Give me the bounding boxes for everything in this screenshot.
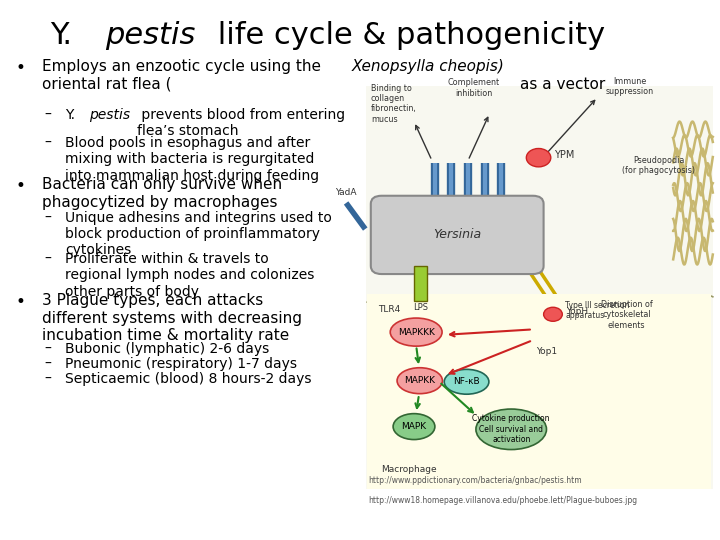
Text: Yersinia: Yersinia xyxy=(433,228,481,241)
Text: LPS: LPS xyxy=(413,302,428,312)
Text: –: – xyxy=(45,108,52,122)
Text: •: • xyxy=(16,178,26,195)
Text: Immune
suppression: Immune suppression xyxy=(606,77,654,96)
Text: prevents blood from entering
flea’s stomach: prevents blood from entering flea’s stom… xyxy=(138,108,346,138)
Text: Employs an enzootic cycle using the
oriental rat flea (: Employs an enzootic cycle using the orie… xyxy=(42,59,321,92)
Text: Blood pools in esophagus and after
mixing with bacteria is regurgitated
into mam: Blood pools in esophagus and after mixin… xyxy=(65,136,319,183)
Text: YadA: YadA xyxy=(335,188,356,197)
Text: Unique adhesins and integrins used to
block production of proinflammatory
cytoki: Unique adhesins and integrins used to bl… xyxy=(65,211,332,258)
Text: Pseudopodia
(for phagocytosis): Pseudopodia (for phagocytosis) xyxy=(622,156,696,175)
Text: Bubonic (lymphatic) 2-6 days: Bubonic (lymphatic) 2-6 days xyxy=(65,342,269,356)
Text: Type III secretion
apparatus: Type III secretion apparatus xyxy=(565,301,629,320)
Text: Y.: Y. xyxy=(50,21,82,50)
Text: Complement
inhibition: Complement inhibition xyxy=(448,78,500,98)
Text: •: • xyxy=(16,59,26,77)
Text: YPM: YPM xyxy=(554,150,575,160)
Text: 3 Plague types, each attacks
different systems with decreasing
incubation time &: 3 Plague types, each attacks different s… xyxy=(42,293,302,343)
Text: MAPK: MAPK xyxy=(402,422,426,431)
Text: pestis: pestis xyxy=(105,21,196,50)
Text: TLR4: TLR4 xyxy=(378,305,400,314)
Text: life cycle & pathogenicity: life cycle & pathogenicity xyxy=(208,21,605,50)
Text: Disruption of
cytoskeletal
elements: Disruption of cytoskeletal elements xyxy=(600,300,652,329)
Text: http://www18.homepage.villanova.edu/phoebe.lett/Plague-buboes.jpg: http://www18.homepage.villanova.edu/phoe… xyxy=(369,496,638,505)
Text: Macrophage: Macrophage xyxy=(381,465,437,474)
Text: Binding to
collagen
fibronectin,
mucus: Binding to collagen fibronectin, mucus xyxy=(371,84,417,124)
Text: –: – xyxy=(45,252,52,266)
Text: MAPKKK: MAPKKK xyxy=(397,328,435,336)
Text: YopH: YopH xyxy=(566,307,588,316)
Text: MAPKK: MAPKK xyxy=(404,376,436,385)
Text: Xenopsylla cheopis): Xenopsylla cheopis) xyxy=(352,59,505,75)
Text: Cytokine production
Cell survival and
activation: Cytokine production Cell survival and ac… xyxy=(472,414,550,444)
Text: pestis: pestis xyxy=(89,108,130,122)
Text: –: – xyxy=(45,136,52,150)
Text: http://www.ppdictionary.com/bacteria/gnbac/pestis.htm: http://www.ppdictionary.com/bacteria/gnb… xyxy=(369,476,582,485)
Text: –: – xyxy=(45,211,52,225)
Text: Septicaemic (blood) 8 hours-2 days: Septicaemic (blood) 8 hours-2 days xyxy=(65,372,311,386)
Text: Bacteria can only survive when
phagocytized by macrophages: Bacteria can only survive when phagocyti… xyxy=(42,178,282,210)
Text: NF-κB: NF-κB xyxy=(454,377,480,386)
Text: –: – xyxy=(45,357,52,371)
Text: •: • xyxy=(16,293,26,312)
Text: Yop1: Yop1 xyxy=(536,347,557,355)
Text: as a vector: as a vector xyxy=(521,59,606,92)
Text: –: – xyxy=(45,372,52,386)
Text: –: – xyxy=(45,342,52,356)
Text: Y.: Y. xyxy=(65,108,79,122)
Text: Proliferate within & travels to
regional lymph nodes and colonizes
other parts o: Proliferate within & travels to regional… xyxy=(65,252,314,299)
Text: Pneumonic (respiratory) 1-7 days: Pneumonic (respiratory) 1-7 days xyxy=(65,357,297,371)
